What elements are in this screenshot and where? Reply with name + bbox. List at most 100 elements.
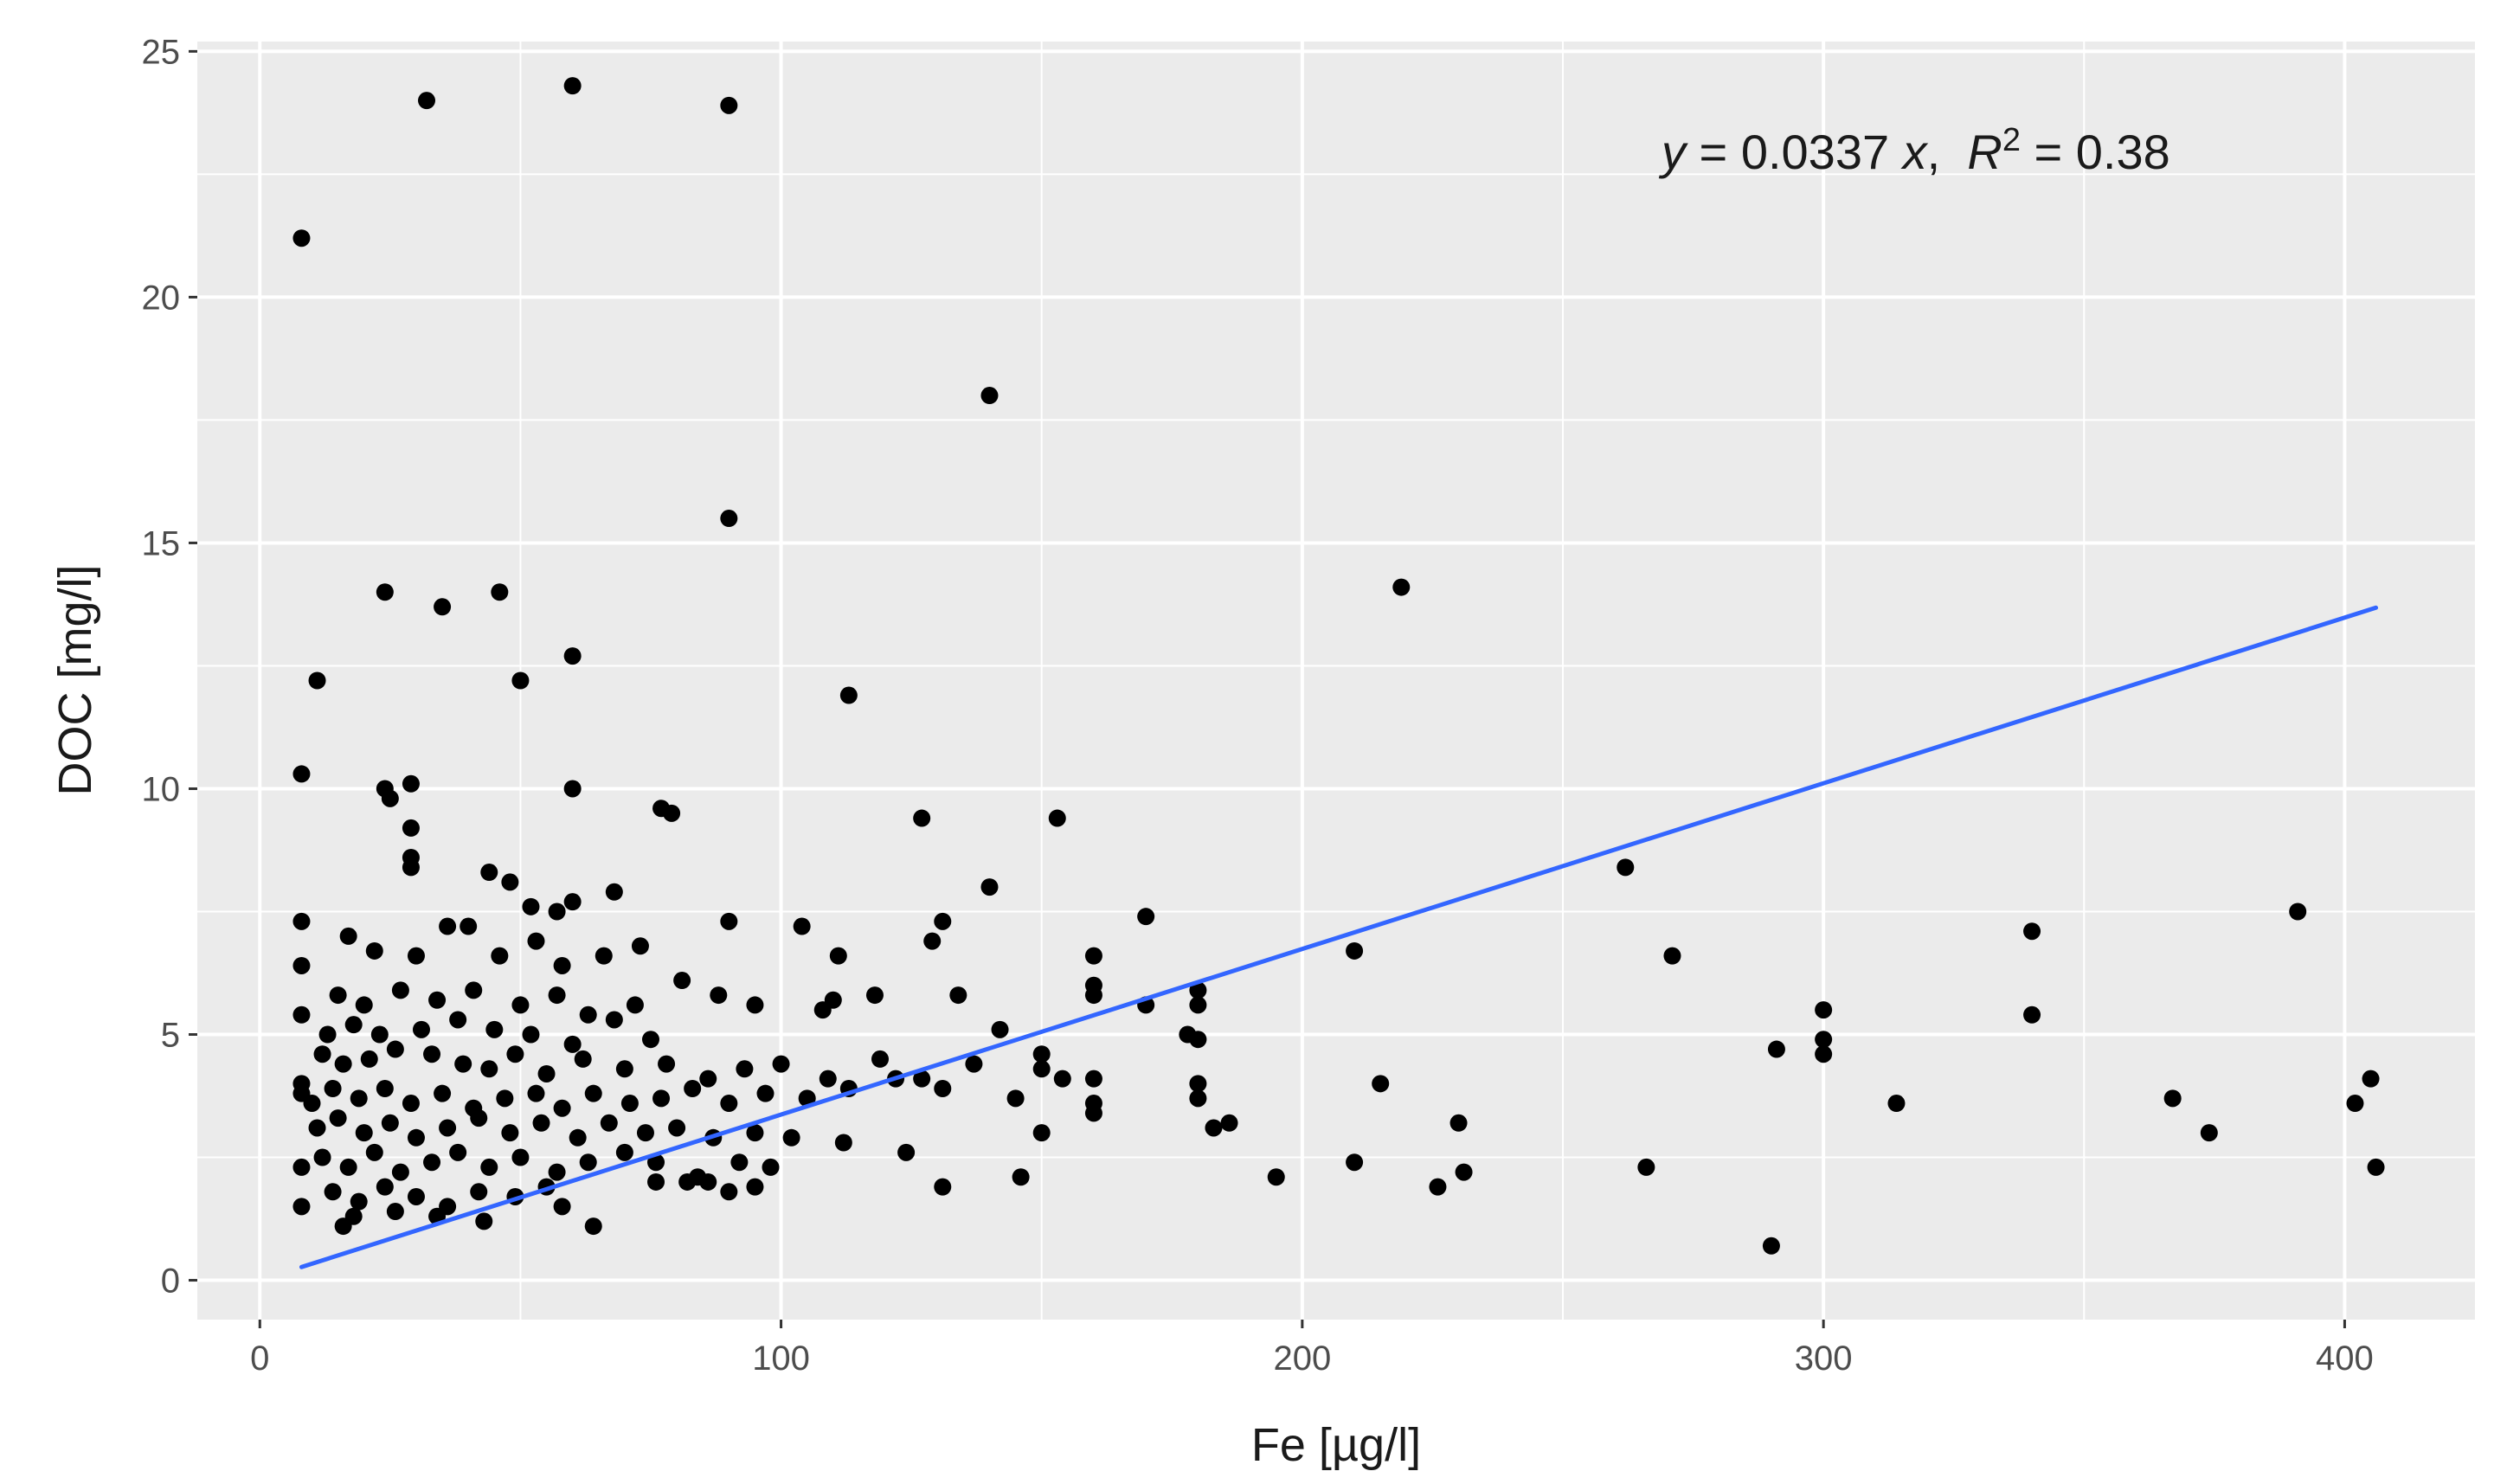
x-tick-label: 300 (1795, 1339, 1853, 1378)
data-point (949, 986, 967, 1005)
data-point (595, 947, 613, 965)
data-point (1815, 1031, 1833, 1049)
data-point (548, 986, 566, 1005)
data-point (1012, 1168, 1030, 1186)
data-point (980, 878, 999, 896)
data-point (1189, 996, 1207, 1014)
data-point (1346, 941, 1364, 960)
data-point (402, 819, 420, 837)
data-point (511, 1148, 530, 1166)
data-point (313, 1148, 331, 1166)
data-point (2289, 903, 2307, 921)
data-point (1762, 1237, 1780, 1255)
data-point (381, 789, 399, 807)
data-point (678, 1172, 697, 1191)
data-point (720, 1183, 738, 1201)
y-tick-label: 15 (142, 524, 181, 562)
data-point (782, 1128, 800, 1147)
x-tick-label: 200 (1273, 1339, 1331, 1378)
data-point (636, 1124, 654, 1142)
data-point (365, 1143, 383, 1161)
data-point (865, 986, 884, 1005)
data-point (746, 1124, 764, 1142)
data-point (303, 1095, 321, 1113)
data-point (1346, 1153, 1364, 1172)
data-point (292, 229, 311, 247)
data-point (548, 1163, 566, 1181)
data-point (522, 897, 540, 915)
data-point (475, 1212, 493, 1230)
data-point (824, 991, 842, 1009)
data-point (465, 981, 483, 999)
data-point (1189, 1031, 1207, 1049)
y-tick-label: 25 (142, 33, 181, 71)
data-point (418, 92, 436, 110)
fit-line-group (299, 605, 2379, 1269)
data-point (308, 1119, 326, 1137)
data-point (746, 1178, 764, 1196)
data-point (344, 1016, 363, 1034)
y-axis-title: DOC [mg/l] (49, 564, 101, 795)
y-tick-label: 20 (142, 279, 181, 317)
data-point (699, 1070, 717, 1088)
data-point (934, 1178, 952, 1196)
data-point (1032, 1045, 1051, 1063)
data-point (501, 873, 519, 891)
data-point (720, 1095, 738, 1113)
data-point (1006, 1089, 1025, 1108)
data-point (746, 996, 764, 1014)
plot-panel (197, 42, 2475, 1320)
data-point (1663, 947, 1681, 965)
data-point (485, 1020, 504, 1038)
data-point (923, 932, 942, 950)
data-point (501, 1124, 519, 1142)
data-point (553, 1198, 571, 1216)
data-point (641, 1031, 659, 1049)
data-point (579, 1005, 597, 1024)
data-point (1084, 986, 1102, 1005)
data-point (339, 927, 357, 945)
data-point (1032, 1124, 1051, 1142)
data-point (652, 1089, 671, 1108)
data-point (1887, 1095, 1906, 1113)
data-point (324, 1080, 342, 1098)
x-tick-label: 100 (752, 1339, 810, 1378)
data-point (496, 1089, 514, 1108)
data-point (1084, 1070, 1102, 1088)
data-point (600, 1114, 618, 1132)
data-point (339, 1158, 357, 1176)
data-point (793, 917, 811, 935)
data-point (439, 917, 457, 935)
data-point (292, 912, 311, 930)
data-point (402, 1095, 420, 1113)
data-point (511, 671, 530, 690)
data-point (720, 96, 738, 114)
data-point (615, 1060, 633, 1078)
data-point (412, 1020, 430, 1038)
data-point (1205, 1119, 1223, 1137)
data-point (615, 1143, 633, 1161)
data-point (684, 1080, 702, 1098)
data-point (1449, 1114, 1468, 1132)
data-point (511, 996, 530, 1014)
data-point (386, 1040, 404, 1058)
data-point (318, 1025, 337, 1044)
data-point (1048, 809, 1066, 827)
data-point (1189, 981, 1207, 999)
data-point (402, 774, 420, 793)
regression-line (299, 605, 2379, 1269)
data-point (668, 1119, 686, 1137)
data-point (569, 1128, 587, 1147)
data-point (407, 1187, 425, 1205)
data-point (897, 1143, 916, 1161)
data-point (470, 1109, 488, 1127)
data-point (720, 912, 738, 930)
data-point (620, 1095, 639, 1113)
data-point (663, 804, 681, 822)
data-point (423, 1153, 441, 1172)
data-point (334, 1217, 352, 1236)
data-point (292, 1158, 311, 1176)
data-point (829, 947, 847, 965)
data-point (292, 1198, 311, 1216)
